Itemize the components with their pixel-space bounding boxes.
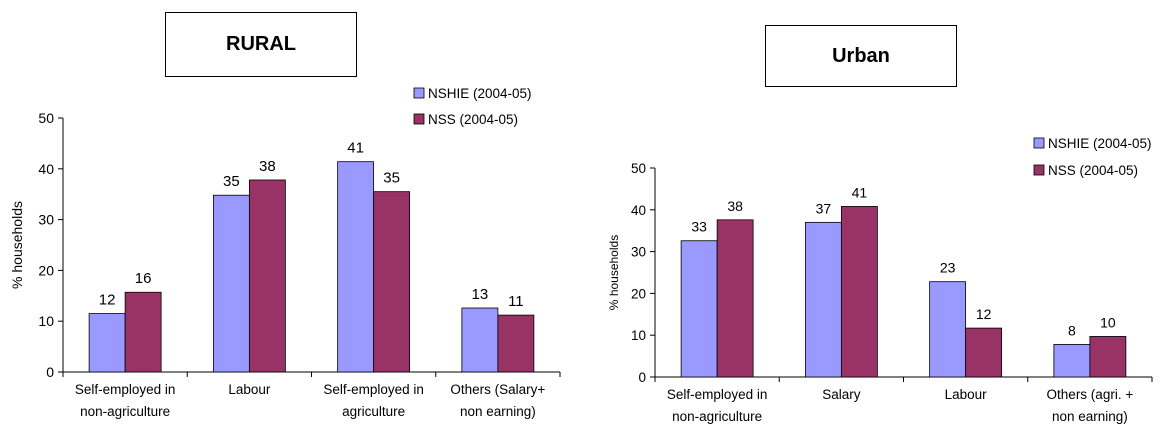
urban-bar <box>804 221 842 378</box>
rural-data-label: 13 <box>472 286 489 303</box>
urban-bar <box>716 219 754 378</box>
rural-category-label: Labour <box>228 382 271 397</box>
urban-bar <box>929 281 967 378</box>
urban-category-label: Salary <box>822 387 861 402</box>
urban-y-tick-label: 20 <box>631 286 646 301</box>
rural-data-label: 12 <box>99 292 116 309</box>
urban-data-label: 12 <box>976 306 992 322</box>
urban-y-tick-label: 50 <box>631 161 646 176</box>
rural-y-axis-label: % households <box>9 201 25 289</box>
rural-legend-label: NSS (2004-05) <box>428 112 518 127</box>
rural-data-label: 16 <box>135 270 152 287</box>
rural-data-label: 35 <box>383 170 400 187</box>
urban-legend-swatch <box>1033 137 1045 149</box>
rural-legend-label: NSHIE (2004-05) <box>428 86 532 101</box>
rural-data-label: 41 <box>347 140 364 157</box>
urban-data-label: 23 <box>940 260 956 276</box>
urban-chart-title: Urban <box>765 25 957 87</box>
urban-category-label: non earning) <box>1052 409 1128 424</box>
urban-data-label: 37 <box>816 200 832 216</box>
urban-data-label: 41 <box>852 184 868 200</box>
rural-y-tick-label: 10 <box>38 313 54 329</box>
urban-bar <box>1053 343 1091 378</box>
rural-category-label: agriculture <box>342 404 405 419</box>
rural-bar <box>88 313 126 373</box>
urban-data-label: 33 <box>691 219 707 235</box>
rural-category-label: non-agriculture <box>80 404 170 419</box>
urban-legend-label: NSS (2004-05) <box>1048 163 1138 178</box>
urban-data-label: 38 <box>727 198 743 214</box>
rural-bar <box>337 161 375 373</box>
rural-data-label: 38 <box>259 158 276 175</box>
urban-category-label: Self-employed in <box>667 387 768 402</box>
urban-y-tick-label: 40 <box>631 203 646 218</box>
rural-category-label: Self-employed in <box>75 382 176 397</box>
urban-category-label: Others (agri. + <box>1047 387 1134 402</box>
urban-data-label: 8 <box>1068 322 1076 338</box>
rural-data-label: 11 <box>508 293 524 310</box>
rural-data-label: 35 <box>223 173 240 190</box>
urban-y-tick-label: 30 <box>631 245 646 260</box>
urban-legend-swatch <box>1033 164 1045 176</box>
rural-category-label: non earning) <box>460 404 536 419</box>
rural-category-label: Self-employed in <box>323 382 424 397</box>
rural-bar <box>497 314 535 373</box>
rural-legend-swatch <box>413 87 425 99</box>
urban-data-label: 10 <box>1100 314 1116 330</box>
rural-y-tick-label: 40 <box>38 161 54 177</box>
rural-bar <box>212 194 250 373</box>
urban-bar <box>1089 336 1127 378</box>
rural-bar <box>373 191 411 373</box>
urban-y-tick-label: 10 <box>631 328 646 343</box>
rural-y-tick-label: 0 <box>46 364 54 380</box>
rural-y-tick-label: 50 <box>38 110 54 126</box>
rural-bar <box>124 291 162 373</box>
rural-category-label: Others (Salary+ <box>450 382 545 397</box>
urban-bar <box>840 206 878 378</box>
rural-bar <box>248 179 286 373</box>
urban-y-tick-label: 0 <box>638 370 646 385</box>
rural-legend-swatch <box>413 113 425 125</box>
rural-y-tick-label: 20 <box>38 262 54 278</box>
urban-category-label: non-agriculture <box>672 409 762 424</box>
rural-chart-title: RURAL <box>165 12 357 77</box>
urban-bar <box>965 327 1003 378</box>
urban-category-label: Labour <box>945 387 988 402</box>
urban-bar <box>680 240 718 378</box>
rural-bar <box>461 307 499 373</box>
urban-y-axis-label: % households <box>607 235 621 310</box>
urban-legend-label: NSHIE (2004-05) <box>1048 136 1152 151</box>
rural-y-tick-label: 30 <box>38 212 54 228</box>
